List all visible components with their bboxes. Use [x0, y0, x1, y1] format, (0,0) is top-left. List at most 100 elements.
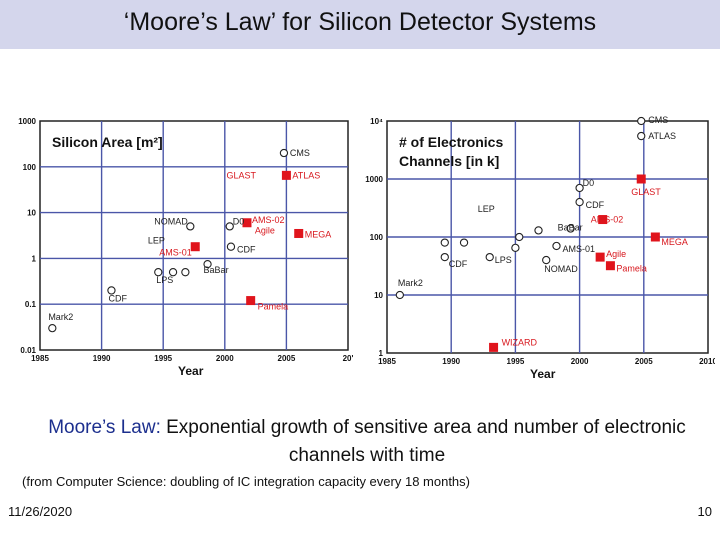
chart0-point-2-glast-label: GLAST	[226, 170, 256, 180]
chart0-point-9-lep-label: LEP	[148, 236, 165, 246]
chart0-point-17-mark2-label: Mark2	[48, 312, 73, 322]
chart0-xtick-label-1: 1990	[93, 354, 111, 363]
chart1-point-11	[440, 238, 449, 247]
chart1-point-3-d0	[575, 183, 584, 193]
chart1-point-4-cdf-label: CDF	[586, 200, 605, 210]
chart0-point-7-nomad	[186, 222, 195, 231]
chart1-ytick-label-1: 1000	[365, 175, 383, 184]
chart0-point-6-d0-label: D0	[233, 216, 245, 226]
chart0-xtick-label-0: 1985	[31, 354, 49, 363]
chart1-point-16-pamela-label: Pamela	[616, 264, 647, 274]
chart0-chart-title-0: Silicon Area [m²]	[52, 134, 163, 150]
chart1-point-10	[515, 232, 524, 242]
chart0-ytick-label-0: 1000	[18, 117, 36, 126]
chart1-point-0-cms	[637, 116, 646, 126]
chart1-xtick-label-4: 2005	[635, 357, 653, 366]
chart0-ytick-label-2: 10	[27, 209, 36, 218]
chart0-point-15-pamela-label: Pamela	[258, 302, 289, 312]
chart1-ytick-label-3: 10	[374, 291, 383, 300]
chart1-ytick-label-0: 10⁴	[370, 117, 383, 126]
chart1-point-19-nomad	[542, 255, 551, 265]
chart0-xtick-label-2: 1995	[154, 354, 172, 363]
chart1-point-14-ams-01	[552, 241, 561, 251]
chart0-ytick-label-4: 0.1	[25, 300, 37, 309]
chart0-point-10-cdf	[226, 242, 236, 251]
chart1-point-0-cms-label: CMS	[648, 115, 668, 125]
chart1-point-17-cdf-label: CDF	[449, 259, 468, 269]
chart0-point-8-ams-01	[190, 242, 200, 252]
chart1-point-18-lps-label: LPS	[495, 255, 512, 265]
chart1-point-15-agile-label: Agile	[606, 249, 626, 259]
chart0-point-16-cdf	[107, 286, 116, 295]
chart1-point-20-mark2-label: Mark2	[398, 278, 423, 288]
chart1-point-21-wizard	[489, 342, 499, 352]
chart1-point-17-cdf	[440, 252, 449, 262]
caption-rest: Exponential growth of sensitive area and…	[160, 417, 686, 466]
chart0-point-17-mark2	[48, 323, 57, 333]
chart0-xtick-label-3: 2000	[216, 354, 234, 363]
chart0-point-3-ams-02-label: AMS-02	[252, 215, 285, 225]
caption: Moore’s Law: Exponential growth of sensi…	[22, 414, 712, 470]
chart0-point-0-cms	[279, 148, 289, 158]
chart0-point-0-cms-label: CMS	[290, 148, 310, 158]
chart1-point-9-mega-label: MEGA	[661, 237, 688, 247]
chart1-point-15-agile	[595, 252, 605, 262]
electronics-channels-chart: 10⁴ 1000 100 10 1 1985 1990 1995 2000 2005 2010 Yea…	[365, 108, 717, 398]
chart0-point-1-atlas-label: ATLAS	[292, 170, 320, 180]
chart1-point-2-glast-label: GLAST	[631, 187, 661, 197]
slide-title: ‘Moore’s Law’ for Silicon Detector Syste…	[123, 8, 597, 36]
chart0-point-7-nomad-label: NOMAD	[154, 216, 188, 226]
chart0-point-12-lps-label: LPS	[156, 275, 173, 285]
chart0-ytick-label-1: 100	[23, 163, 37, 172]
chart0-point-13	[168, 268, 178, 277]
title-bar	[0, 0, 720, 49]
chart1-point-18-lps	[485, 252, 494, 262]
chart1-chart-title-0: # of Electronics	[399, 134, 503, 150]
chart1-xtick-label-1: 1990	[442, 357, 460, 366]
chart1-xtick-label-0: 1985	[378, 357, 396, 366]
chart1-point-6-ams-02-label: AMS-02	[591, 215, 624, 225]
footnote: (from Computer Science: doubling of IC i…	[22, 474, 470, 489]
chart0-point-1-atlas	[281, 170, 291, 180]
chart1-point-3-d0-label: D0	[583, 178, 595, 188]
chart1-xtick-label-5: 2010	[699, 357, 715, 366]
chart1-point-20-mark2	[395, 290, 404, 300]
chart0-xtick-label-5: 20'	[343, 354, 353, 363]
chart0-point-14	[181, 268, 190, 277]
chart1-point-16-pamela	[605, 261, 615, 271]
chart1-point-13	[511, 243, 520, 253]
chart1-point-2-glast	[636, 174, 646, 184]
silicon-area-chart: 1000 100 10 1 0.1 0.01 1985 1990 1995 2000 2005 20'…	[8, 108, 353, 390]
chart0-ytick-label-5: 0.01	[20, 346, 36, 355]
chart0-plot-frame	[39, 120, 349, 351]
chart0-point-16-cdf-label: CDF	[108, 293, 127, 303]
chart0-xtick-label-4: 2005	[278, 354, 296, 363]
chart1-xtick-label-2: 1995	[507, 357, 525, 366]
chart0-point-15-pamela	[246, 296, 256, 306]
chart0-point-11-babar	[203, 259, 212, 269]
chart0-point-4-agile-label: Agile	[255, 225, 275, 235]
caption-lead: Moore’s Law:	[48, 417, 161, 438]
chart1-point-7-babar-label: BaBar	[558, 223, 583, 233]
chart1-point-6-ams-02	[598, 215, 608, 225]
chart1-chart-title-1: Channels [in k]	[399, 153, 499, 169]
chart0-x-axis-title: Year	[178, 364, 204, 378]
chart0-point-5-mega	[294, 228, 304, 238]
chart1-x-axis-title: Year	[530, 367, 556, 381]
chart0-point-8-ams-01-label: AMS-01	[159, 248, 192, 258]
chart1-ytick-label-4: 1	[379, 349, 384, 358]
chart1-ytick-label-2: 100	[370, 233, 384, 242]
chart0-ytick-label-3: 1	[32, 254, 37, 263]
chart1-point-1-atlas-label: ATLAS	[648, 131, 676, 141]
chart1-point-5-lep-label: LEP	[478, 204, 495, 214]
chart1-point-7-babar	[566, 224, 575, 233]
slide-date: 11/26/2020	[8, 504, 73, 519]
chart0-point-5-mega-label: MEGA	[305, 229, 332, 239]
chart1-point-14-ams-01-label: AMS-01	[562, 244, 595, 254]
chart1-xtick-label-3: 2000	[571, 357, 589, 366]
chart0-point-11-babar-label: BaBar	[204, 265, 229, 275]
chart1-point-8	[534, 226, 543, 235]
chart1-point-9-mega	[650, 232, 660, 242]
chart0-point-3-ams-02	[242, 218, 252, 228]
